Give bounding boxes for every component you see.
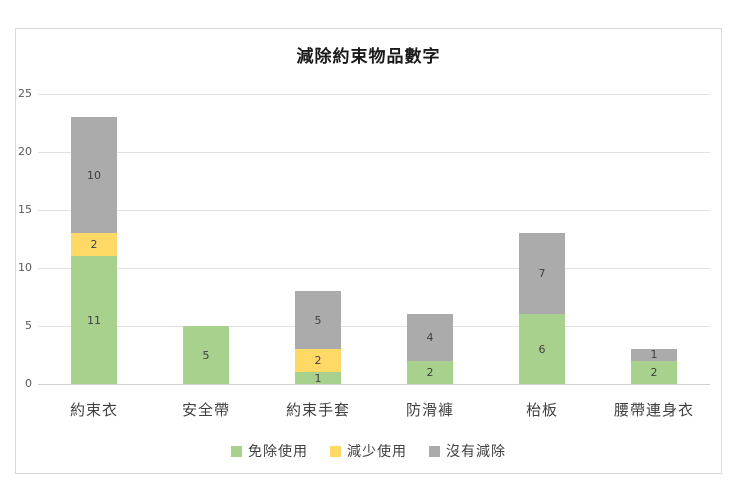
bar-segment: 7 [519,233,565,315]
bar-segment: 11 [71,256,117,384]
gridline [38,209,710,211]
legend-label: 沒有減除 [446,444,506,460]
gridline [38,267,710,269]
x-axis-category-label: 約束衣 [69,401,118,419]
bar-segment: 1 [295,372,341,384]
bar-segment: 2 [295,349,341,373]
bar-value-label: 11 [87,313,101,327]
bar-value-label: 6 [538,342,546,356]
legend-item: 減少使用 [330,441,407,461]
bar-value-label: 7 [538,267,546,281]
y-axis-tick-label: 5 [25,319,32,332]
bar-value-label: 4 [426,331,434,345]
x-axis-category-label: 約束手套 [285,401,350,419]
bar-value-label: 2 [426,365,434,379]
legend-swatch [429,445,440,457]
legend-swatch [231,445,242,457]
bar-segment: 10 [71,117,117,234]
y-axis-tick-label: 15 [18,203,32,216]
bar-segment: 5 [183,326,229,384]
chart-frame-border [15,28,722,474]
bar-value-label: 2 [650,365,658,379]
bar-segment: 4 [407,314,453,361]
bar-value-label: 5 [314,313,322,327]
bar-value-label: 1 [650,348,658,362]
x-axis-category-label: 腰帶連身衣 [613,401,694,419]
gridline [38,93,710,95]
x-axis-category-label: 安全帶 [181,401,230,419]
bar-segment: 2 [631,360,677,384]
chart-legend: 免除使用 減少使用 沒有減除 [15,441,722,461]
legend-swatch [330,445,341,457]
x-axis-line [38,383,710,385]
bar-segment: 1 [631,349,677,361]
y-axis-tick-label: 0 [25,377,32,390]
y-axis-tick-label: 20 [18,145,32,158]
gridline [38,151,710,153]
y-axis-tick-label: 10 [18,261,32,274]
bar-value-label: 2 [314,354,322,368]
y-axis-tick-label: 25 [18,87,32,100]
bar-segment: 2 [71,233,117,257]
bar-segment: 2 [407,360,453,384]
bar-value-label: 5 [202,348,210,362]
x-axis-category-label: 枱板 [525,401,558,419]
bar-segment: 6 [519,314,565,384]
chart-title: 減除約束物品數字 [296,47,441,67]
gridline [38,325,710,327]
x-axis-category-label: 防滑褲 [405,401,454,419]
legend-label: 免除使用 [248,444,308,460]
bar-value-label: 2 [90,238,98,252]
bar-value-label: 10 [87,168,101,182]
bar-segment: 5 [295,291,341,350]
legend-item: 沒有減除 [429,441,506,461]
legend-label: 減少使用 [347,444,407,460]
bar-value-label: 1 [314,371,322,385]
legend-item: 免除使用 [231,441,308,461]
